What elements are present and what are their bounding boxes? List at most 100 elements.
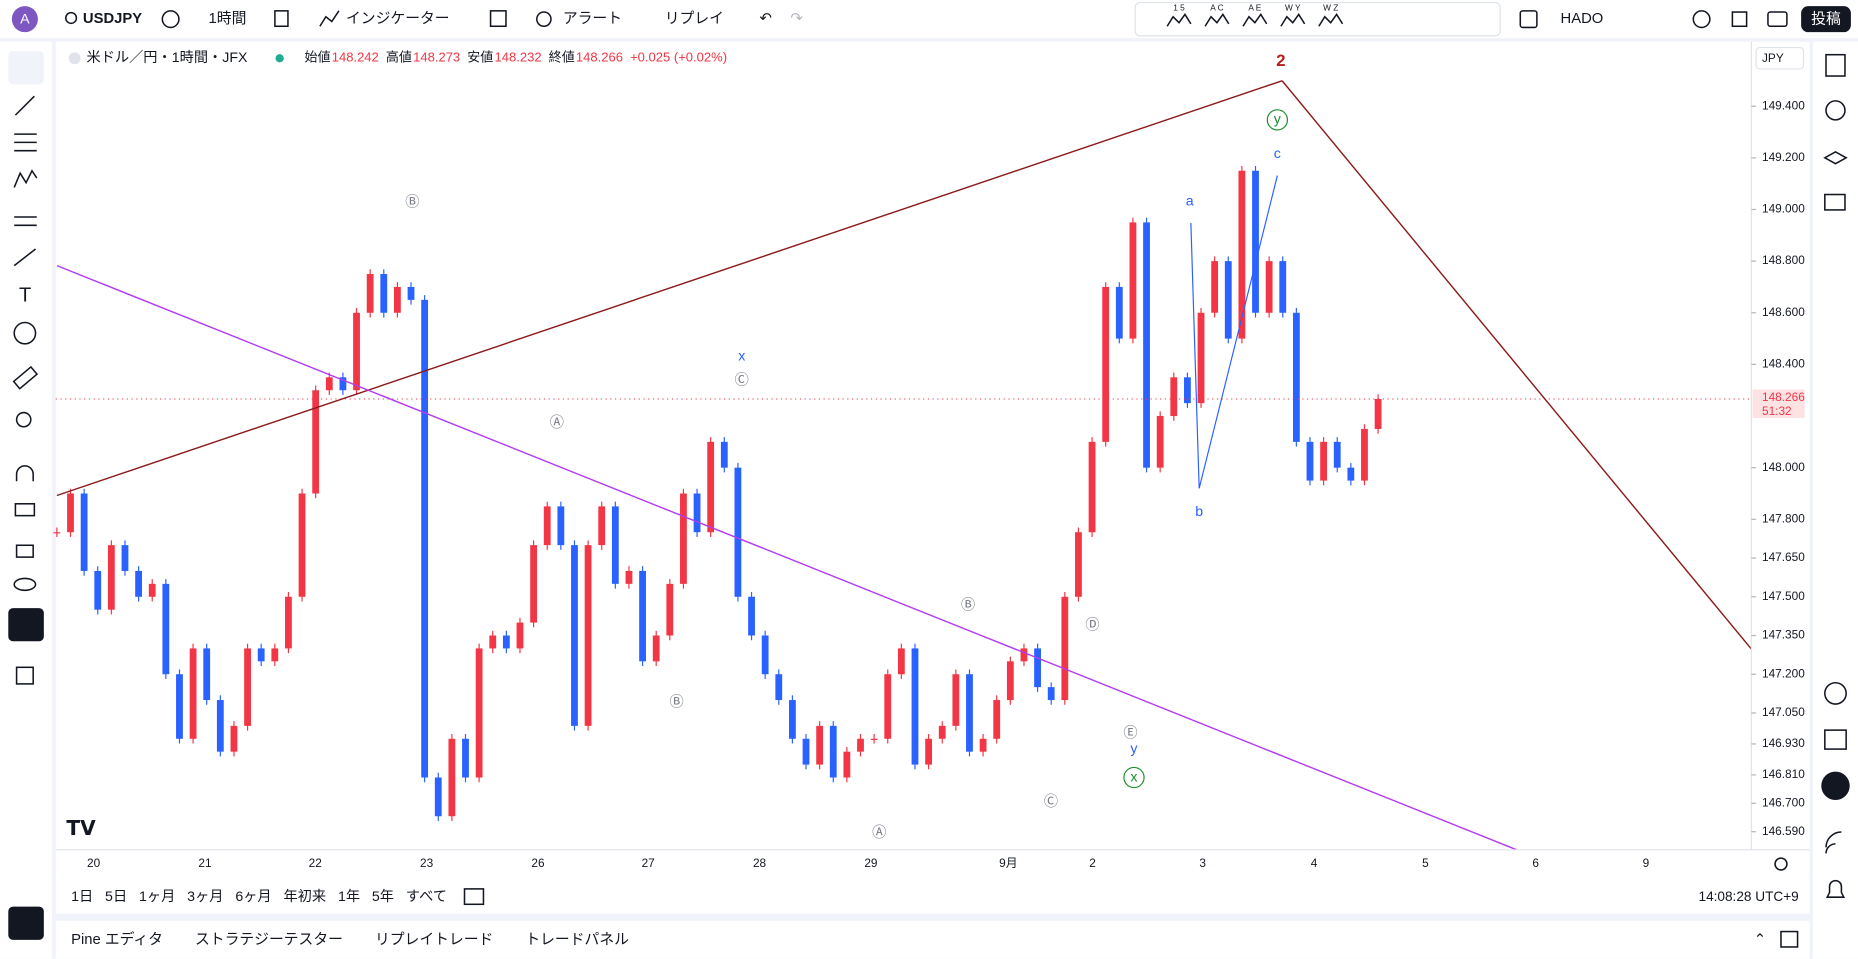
date-range[interactable] xyxy=(463,888,485,906)
candle xyxy=(884,674,892,739)
wave-label: x xyxy=(738,349,745,365)
wave-icon[interactable] xyxy=(1204,13,1230,27)
range[interactable]: 3ヶ月 xyxy=(187,889,223,905)
range[interactable]: 1年 xyxy=(338,888,360,905)
search-icon xyxy=(64,11,78,25)
legend-high: 148.273 xyxy=(413,50,460,65)
x-tick-label: 3 xyxy=(1199,856,1206,870)
range[interactable]: 6ヶ月 xyxy=(235,889,271,905)
candle xyxy=(312,390,320,494)
candle xyxy=(216,700,224,752)
candle xyxy=(80,493,88,571)
range[interactable]: すべて xyxy=(406,888,447,905)
candle xyxy=(230,725,238,752)
tab[interactable]: ストラテジーテスター xyxy=(195,931,343,948)
chart-area xyxy=(55,41,1752,850)
bottom-tabs: Pine エディタ ストラテジーテスター リプレイトレード トレードパネル xyxy=(71,930,629,948)
collapse[interactable]: ⌃ xyxy=(1754,932,1766,948)
candle xyxy=(530,545,538,623)
candle xyxy=(1279,261,1287,313)
price-label-box xyxy=(1752,389,1805,418)
candle xyxy=(462,738,469,778)
wave-icon[interactable] xyxy=(1318,13,1344,27)
alert[interactable]: アラート xyxy=(563,11,622,27)
undo[interactable]: ↶ xyxy=(760,11,772,27)
wave-icon[interactable] xyxy=(1166,13,1192,27)
candle xyxy=(843,751,851,778)
left-toolbar xyxy=(0,41,53,959)
tab[interactable]: Pine エディタ xyxy=(71,930,163,948)
chart-type[interactable] xyxy=(274,10,289,28)
apps[interactable] xyxy=(1821,771,1850,801)
range[interactable]: 5日 xyxy=(105,889,127,905)
candle xyxy=(911,648,919,765)
wave-label: Ⓔ xyxy=(1123,724,1137,741)
y-tick-label: 147.650 xyxy=(1762,550,1805,564)
layouts[interactable] xyxy=(489,10,507,28)
legend-open-label: 始値 xyxy=(305,50,331,65)
favorites[interactable] xyxy=(8,906,44,940)
currency-box[interactable] xyxy=(1755,46,1805,70)
x-tick-label: 20 xyxy=(87,856,101,870)
snapshot[interactable] xyxy=(1767,11,1788,28)
tab[interactable]: リプレイトレード xyxy=(375,931,493,948)
redo[interactable]: ↷ xyxy=(790,11,803,27)
wave-label: Ⓑ xyxy=(405,194,419,211)
template[interactable]: HADO xyxy=(1561,11,1604,27)
add-symbol[interactable] xyxy=(161,10,180,29)
replay[interactable]: リプレイ xyxy=(665,10,724,27)
wave-tool-label: W Y xyxy=(1285,3,1301,13)
x-tick-label: 4 xyxy=(1311,856,1318,870)
legend-high-label: 高値 xyxy=(386,50,412,65)
link-tool[interactable] xyxy=(8,608,44,642)
wave-label: x xyxy=(1130,769,1137,785)
wave-label: Ⓒ xyxy=(735,371,749,388)
y-tick-label: 148.600 xyxy=(1762,305,1805,319)
candle xyxy=(680,493,687,584)
symbol[interactable]: USDJPY xyxy=(83,11,142,27)
range[interactable]: 5年 xyxy=(372,888,394,905)
interval[interactable]: 1時間 xyxy=(209,10,247,27)
rect-tool[interactable] xyxy=(1519,10,1538,29)
settings[interactable] xyxy=(1692,10,1711,29)
maximize[interactable] xyxy=(1780,930,1799,948)
candle xyxy=(598,506,606,546)
time-axis xyxy=(55,849,1810,879)
range[interactable]: 年初来 xyxy=(284,888,327,905)
candle xyxy=(1347,467,1355,481)
fullscreen[interactable] xyxy=(1731,11,1748,28)
tab[interactable]: トレードパネル xyxy=(525,931,629,948)
candle xyxy=(189,648,197,739)
cursor-tool[interactable] xyxy=(8,51,44,85)
avatar[interactable] xyxy=(11,6,38,33)
wave-label: b xyxy=(1195,504,1203,520)
candle xyxy=(952,674,960,726)
candle xyxy=(1020,648,1028,662)
candle xyxy=(285,596,292,649)
range[interactable]: 1日 xyxy=(71,889,93,905)
y-tick-label: 148.000 xyxy=(1762,460,1805,474)
y-tick-label: 147.050 xyxy=(1762,705,1805,719)
candle xyxy=(625,570,633,584)
candle xyxy=(557,506,565,546)
status-dot xyxy=(275,54,284,63)
candle xyxy=(353,312,360,391)
wave-icon[interactable] xyxy=(1242,13,1268,27)
candle xyxy=(543,506,551,546)
candle xyxy=(257,648,265,662)
y-tick-label: 147.200 xyxy=(1762,666,1805,680)
y-axis: 146.590 146.700 146.810 146.930 147.050 147.2… xyxy=(1751,98,1805,838)
range[interactable]: 1ヶ月 xyxy=(139,889,175,905)
x-axis: 20 21 22 23 26 27 28 29 9月 2 3 4 5 6 9 xyxy=(87,856,1650,870)
axis-settings[interactable] xyxy=(1774,857,1788,871)
candle xyxy=(489,635,497,649)
ranges: 1日 5日 1ヶ月 3ヶ月 6ヶ月 年初来 1年 5年 すべて xyxy=(71,888,447,905)
indicators[interactable]: インジケーター xyxy=(346,10,450,27)
wave-label: Ⓐ xyxy=(550,414,564,431)
candle xyxy=(611,506,619,584)
price-label: 148.266 xyxy=(1762,390,1805,404)
wave-line xyxy=(1190,175,1278,489)
wave-icon[interactable] xyxy=(1280,13,1306,27)
publish-button[interactable] xyxy=(1801,6,1851,33)
candle xyxy=(666,583,674,636)
